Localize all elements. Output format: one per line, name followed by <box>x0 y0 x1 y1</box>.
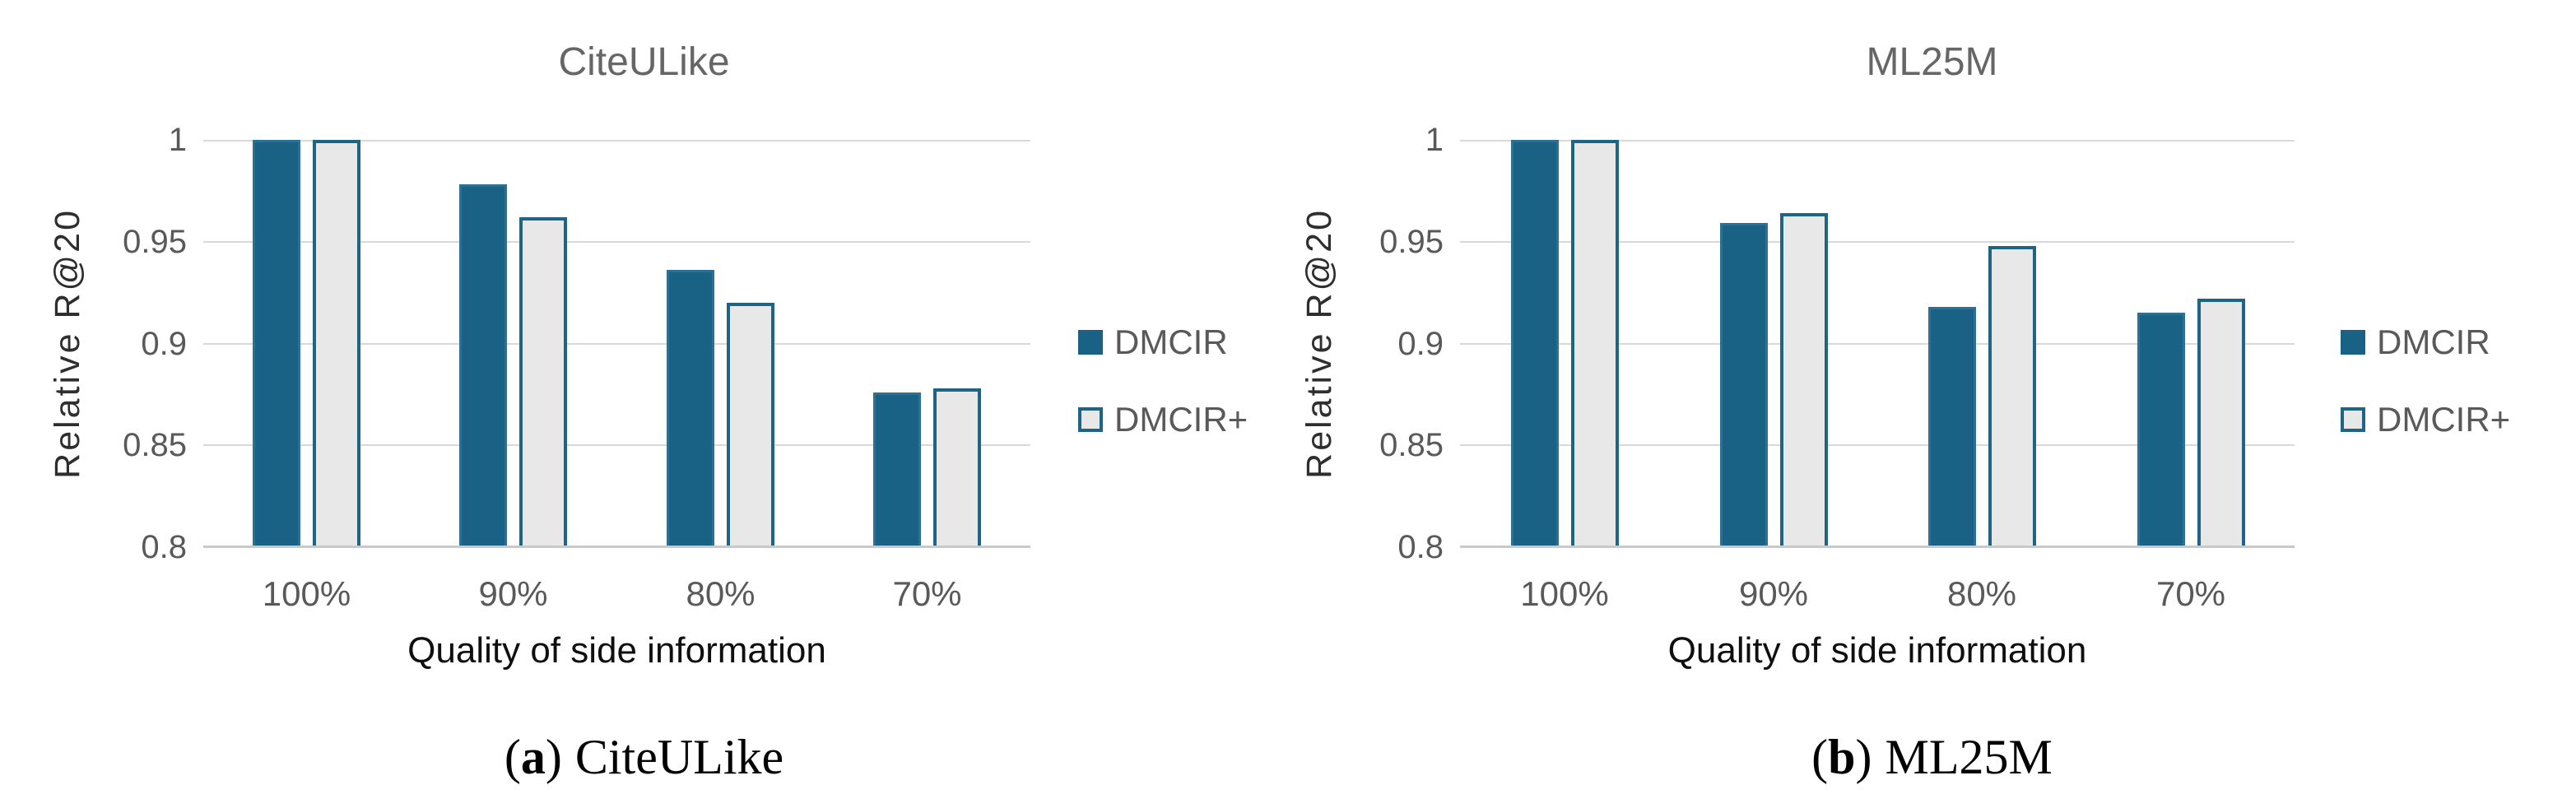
subfigure-caption: (b) ML25M <box>1288 729 2576 786</box>
chart-panel-ml25m: ML25M Relative R@20 Quality of side info… <box>1288 0 2576 808</box>
x-tick-label: 100% <box>1520 574 1609 613</box>
y-tick-label: 1 <box>168 122 187 158</box>
caption-open: ( <box>504 730 521 784</box>
bar-dmcir-plus <box>727 303 774 547</box>
y-tick-label: 0.95 <box>1379 224 1444 260</box>
caption-label: CiteULike <box>574 730 784 784</box>
bar-group <box>617 140 824 547</box>
bar-group <box>1669 140 1878 547</box>
bar-dmcir <box>2137 313 2185 547</box>
legend-label: DMCIR+ <box>1114 400 1248 439</box>
legend-item-dmcir: DMCIR <box>1078 323 1248 362</box>
y-tick-label: 0.85 <box>1379 427 1444 463</box>
gridline <box>203 343 1030 345</box>
gridline <box>203 140 1030 142</box>
caption-close: ) <box>1855 730 1872 784</box>
legend-swatch-dmcir <box>1078 330 1103 355</box>
bar-dmcir <box>667 270 714 547</box>
y-tick-label: 0.8 <box>141 529 187 565</box>
y-tick-label: 0.9 <box>1397 326 1444 362</box>
legend: DMCIR DMCIR+ <box>2341 323 2510 439</box>
bar-dmcir <box>873 392 921 547</box>
y-tick-label: 0.9 <box>141 326 187 362</box>
y-tick-label: 0.95 <box>123 224 187 260</box>
x-axis-label: Quality of side information <box>407 630 826 671</box>
legend-label: DMCIR <box>1114 323 1228 361</box>
x-axis-baseline <box>203 546 1030 548</box>
bar-group <box>824 140 1030 547</box>
bar-dmcir-plus <box>1779 213 1828 547</box>
caption-marker: a <box>520 730 546 784</box>
x-tick-label: 90% <box>478 574 548 613</box>
legend: DMCIR DMCIR+ <box>1078 323 1248 439</box>
legend-item-dmcir: DMCIR <box>2341 323 2510 362</box>
caption-close: ) <box>545 730 562 784</box>
legend-item-dmcir-plus: DMCIR+ <box>2341 400 2510 439</box>
x-tick-label: 70% <box>2155 574 2226 613</box>
plot-area <box>1460 140 2295 548</box>
bar-dmcir <box>459 184 507 547</box>
gridline <box>1460 343 2295 345</box>
subfigure-caption: (a) CiteULike <box>0 729 1288 786</box>
bar-dmcir-plus <box>1988 246 2036 547</box>
caption-marker: b <box>1828 730 1856 784</box>
y-tick-label: 0.8 <box>1397 529 1444 565</box>
bar-group <box>1460 140 1669 547</box>
bar-dmcir <box>1719 223 1768 547</box>
y-tick-label: 0.85 <box>123 427 187 463</box>
legend-swatch-dmcir <box>2341 330 2365 355</box>
x-tick-label: 80% <box>686 574 756 613</box>
bar-dmcir-plus <box>2197 299 2245 547</box>
x-axis-baseline <box>1460 546 2295 548</box>
y-tick-label: 1 <box>1425 122 1444 158</box>
bar-dmcir <box>1510 140 1559 547</box>
gridline <box>1460 444 2295 446</box>
plot-area <box>203 140 1030 548</box>
chart-panel-citeulike: CiteULike Relative R@20 Quality of side … <box>0 40 1288 786</box>
chart-title: ML25M <box>1866 40 1998 84</box>
x-tick-label: 100% <box>262 574 351 613</box>
gridline <box>1460 241 2295 243</box>
caption-label: ML25M <box>1885 730 2053 784</box>
gridline <box>203 444 1030 446</box>
legend-label: DMCIR <box>2377 323 2490 361</box>
legend-label: DMCIR+ <box>2377 400 2511 439</box>
x-tick-label: 80% <box>1946 574 2017 613</box>
x-axis-label: Quality of side information <box>1667 630 2087 671</box>
legend-swatch-dmcir-plus <box>2341 407 2365 432</box>
legend-item-dmcir-plus: DMCIR+ <box>1078 400 1248 439</box>
gridline <box>1460 140 2295 142</box>
bar-group <box>203 140 410 547</box>
bar-dmcir-plus <box>933 388 981 547</box>
x-tick-label: 90% <box>1738 574 1809 613</box>
bar-group <box>1877 140 2086 547</box>
bar-dmcir <box>253 140 300 547</box>
bar-dmcir <box>1927 307 1976 547</box>
legend-swatch-dmcir-plus <box>1078 407 1103 432</box>
bar-dmcir-plus <box>313 140 360 547</box>
bar-group <box>2086 140 2295 547</box>
gridline <box>203 241 1030 243</box>
bar-dmcir-plus <box>519 217 567 547</box>
bar-dmcir-plus <box>1570 140 1619 547</box>
caption-open: ( <box>1811 730 1829 784</box>
bar-group <box>410 140 616 547</box>
chart-title: CiteULike <box>558 40 730 84</box>
x-tick-label: 70% <box>892 574 962 613</box>
